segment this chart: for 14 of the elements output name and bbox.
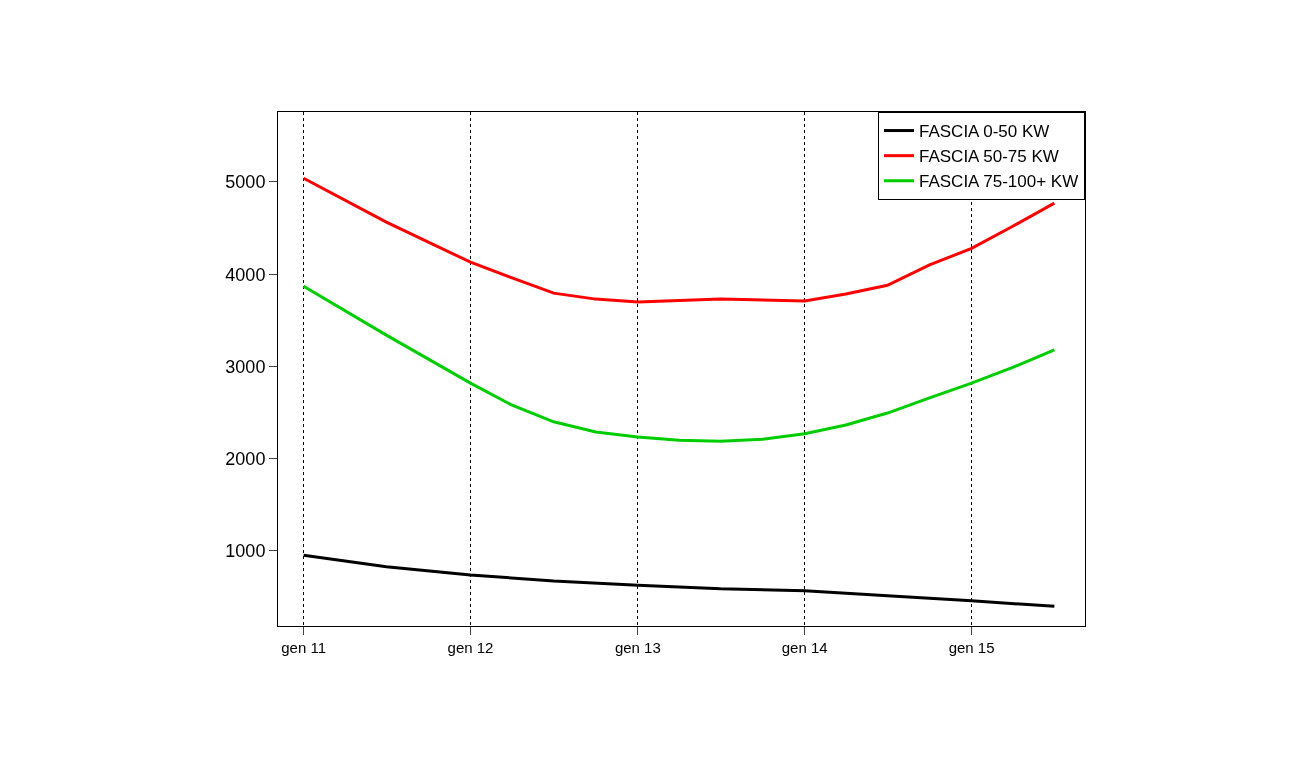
x-tick-label: gen 14 bbox=[781, 639, 828, 656]
y-tick-label: 4000 bbox=[225, 264, 266, 285]
x-tick-label: gen 15 bbox=[948, 639, 995, 656]
y-tick-label: 5000 bbox=[225, 172, 266, 193]
x-tick-label: gen 12 bbox=[447, 639, 494, 656]
y-tick-label: 2000 bbox=[225, 449, 266, 470]
y-tick-label: 1000 bbox=[225, 541, 266, 562]
legend-label: FASCIA 50-75 KW bbox=[919, 147, 1059, 167]
legend-label: FASCIA 0-50 KW bbox=[919, 122, 1050, 142]
x-tick-label: gen 13 bbox=[614, 639, 661, 656]
legend-label: FASCIA 75-100+ KW bbox=[919, 172, 1079, 192]
line-series bbox=[302, 284, 1056, 443]
x-tick-label: gen 11 bbox=[281, 639, 326, 656]
y-tick-label: 3000 bbox=[225, 356, 266, 377]
